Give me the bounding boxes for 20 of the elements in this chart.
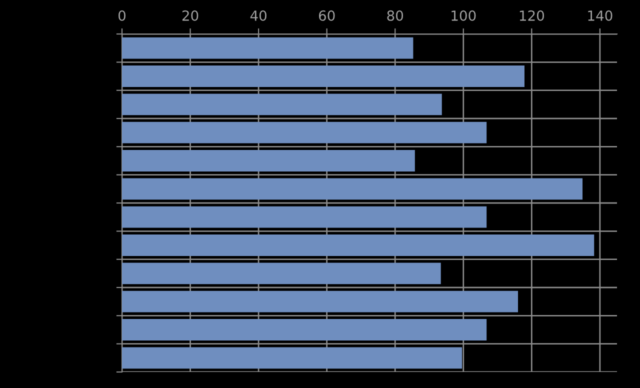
x-tick-label: 40 bbox=[250, 10, 266, 21]
bar bbox=[122, 319, 487, 340]
x-tick-label: 120 bbox=[520, 10, 544, 21]
bar bbox=[122, 234, 594, 256]
bar bbox=[122, 122, 487, 144]
bar bbox=[122, 94, 442, 116]
x-tick-label: 80 bbox=[387, 10, 404, 21]
bar bbox=[122, 178, 583, 200]
x-tick-label: 0 bbox=[118, 10, 126, 21]
bar bbox=[122, 66, 524, 87]
x-tick-label: 140 bbox=[588, 10, 612, 21]
bar bbox=[122, 290, 518, 312]
x-tick-label: 60 bbox=[318, 10, 335, 21]
bar bbox=[122, 206, 487, 228]
bar bbox=[122, 150, 415, 172]
bar bbox=[122, 347, 462, 369]
bar bbox=[122, 37, 414, 59]
bar bbox=[122, 262, 441, 284]
x-tick-label: 100 bbox=[452, 10, 476, 21]
x-tick-label: 20 bbox=[182, 10, 198, 21]
